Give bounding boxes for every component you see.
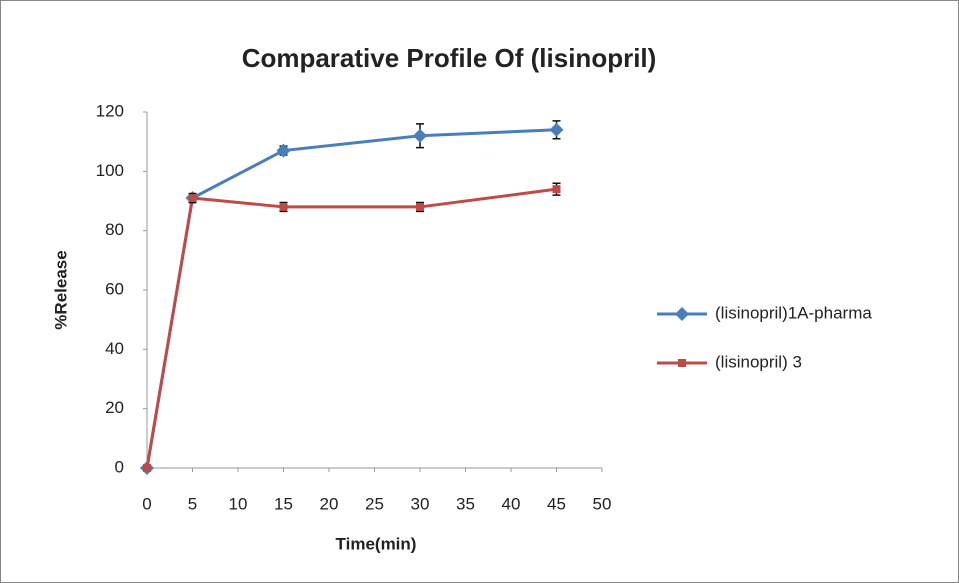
- data-point: [143, 464, 151, 472]
- y-tick-label: 0: [115, 457, 124, 476]
- x-tick-label: 50: [593, 494, 612, 513]
- x-tick-label: 5: [188, 494, 197, 513]
- x-axis-title: Time(min): [336, 534, 417, 553]
- x-tick-label: 20: [320, 494, 339, 513]
- x-tick-label: 15: [274, 494, 293, 513]
- legend-label: (lisinopril) 3: [715, 352, 802, 371]
- data-point: [413, 128, 427, 143]
- data-point: [276, 143, 291, 158]
- x-tick-label: 25: [365, 494, 384, 513]
- y-tick-label: 20: [105, 398, 124, 417]
- legend-marker: [678, 359, 686, 367]
- legend-label: (lisinopril)1A-pharma: [715, 303, 872, 322]
- x-tick-label: 10: [229, 494, 248, 513]
- x-tick-label: 40: [502, 494, 521, 513]
- x-tick-label: 30: [411, 494, 430, 513]
- data-point: [416, 202, 424, 211]
- y-tick-label: 100: [96, 161, 124, 180]
- chart-title: Comparative Profile Of (lisinopril): [242, 43, 657, 73]
- x-tick-label: 0: [142, 494, 151, 513]
- y-tick-label: 60: [105, 279, 124, 298]
- data-point: [549, 122, 564, 137]
- x-tick-label: 45: [547, 494, 566, 513]
- y-tick-label: 40: [105, 339, 124, 358]
- data-point: [188, 194, 197, 203]
- y-tick-label: 80: [105, 220, 124, 239]
- x-tick-label: 35: [456, 494, 475, 513]
- y-axis-title: %Release: [51, 250, 70, 329]
- legend-marker: [675, 307, 689, 321]
- data-point: [552, 185, 561, 194]
- y-tick-label: 120: [96, 101, 124, 120]
- data-point: [279, 202, 288, 211]
